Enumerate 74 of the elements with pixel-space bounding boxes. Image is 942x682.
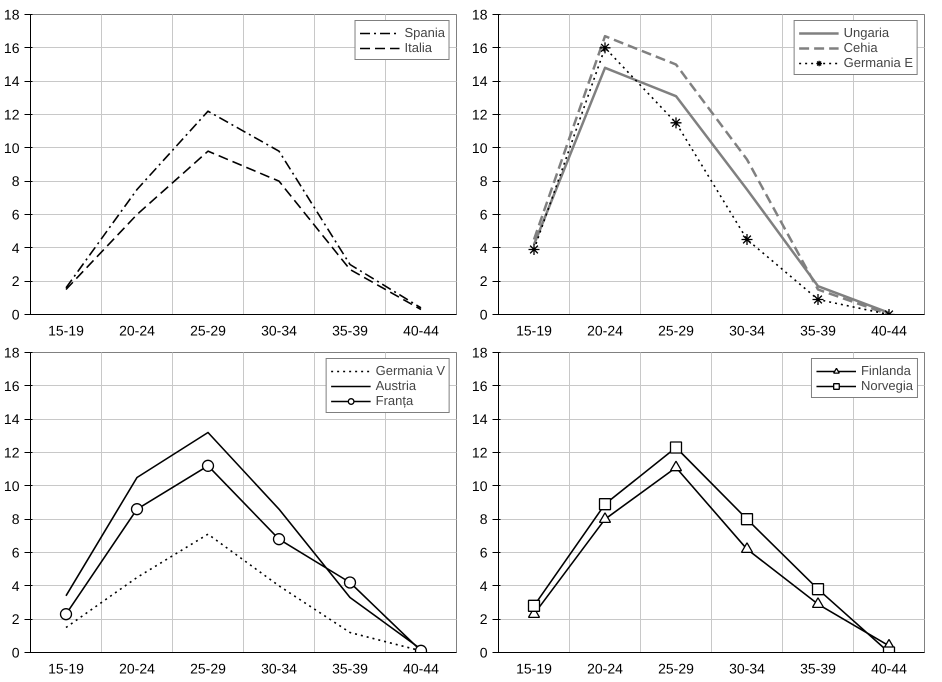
y-tick-label: 18 [472,6,488,22]
legend-label: Germania V [376,363,445,378]
x-tick-label: 35-39 [332,660,368,676]
y-tick-label: 2 [480,611,488,628]
x-tick-label: 20-24 [587,660,624,676]
y-tick-label: 12 [472,106,488,122]
x-tick-label: 15-19 [516,660,552,676]
x-tick-label: 25-29 [190,322,226,338]
x-tick-label: 35-39 [800,660,836,676]
legend-label: Austria [376,378,416,393]
y-tick-label: 4 [480,578,488,594]
y-tick-label: 10 [472,478,488,494]
y-tick-label: 10 [4,140,20,156]
y-tick-label: 10 [472,140,488,156]
x-tick-label: 30-34 [261,660,298,676]
y-tick-label: 10 [4,478,20,494]
y-tick-label: 6 [480,544,488,560]
y-tick-label: 6 [12,206,20,222]
y-tick-label: 16 [472,40,488,56]
legend-label: Cehia [844,40,878,55]
x-tick-label: 40-44 [871,322,908,338]
y-tick-label: 2 [480,273,488,290]
y-tick-label: 2 [12,273,20,290]
legend-label: Germania E [844,55,913,70]
y-tick-label: 16 [4,378,20,394]
y-tick-label: 0 [12,306,20,322]
legend-label: Norvegia [860,378,913,393]
y-tick-label: 18 [4,344,20,360]
y-tick-label: 14 [472,411,488,428]
y-tick-label: 12 [4,106,20,122]
x-tick-label: 20-24 [119,660,156,676]
x-tick-label: 40-44 [871,660,908,676]
y-tick-label: 0 [480,306,488,322]
y-tick-label: 8 [480,173,488,190]
y-tick-label: 2 [12,611,20,628]
x-tick-label: 35-39 [332,322,368,338]
y-tick-label: 0 [12,644,20,660]
legend-label: Franța [376,393,414,408]
x-tick-label: 30-34 [729,322,766,338]
y-tick-label: 16 [4,40,20,56]
x-tick-label: 35-39 [800,322,836,338]
y-tick-label: 12 [472,444,488,460]
y-tick-label: 14 [472,73,488,90]
y-tick-label: 4 [12,240,20,256]
x-tick-label: 25-29 [658,322,694,338]
legend-label: Spania [404,25,445,40]
x-tick-label: 15-19 [48,660,84,676]
y-tick-label: 8 [12,511,20,528]
x-tick-label: 15-19 [48,322,84,338]
y-tick-label: 4 [12,578,20,594]
x-tick-label: 30-34 [261,322,298,338]
x-tick-label: 30-34 [729,660,766,676]
y-tick-label: 8 [12,173,20,190]
y-tick-label: 12 [4,444,20,460]
x-tick-label: 15-19 [516,322,552,338]
y-tick-label: 4 [480,240,488,256]
legend-label: Ungaria [844,25,890,40]
x-tick-label: 20-24 [119,322,156,338]
x-tick-label: 25-29 [658,660,694,676]
x-tick-label: 25-29 [190,660,226,676]
y-tick-label: 14 [4,73,20,90]
x-tick-label: 40-44 [403,322,440,338]
y-tick-label: 6 [12,544,20,560]
y-tick-label: 0 [480,644,488,660]
y-tick-label: 8 [480,511,488,528]
y-tick-label: 16 [472,378,488,394]
legend-label: Italia [404,40,432,55]
y-tick-label: 14 [4,411,20,428]
y-tick-label: 6 [480,206,488,222]
x-tick-label: 20-24 [587,322,624,338]
x-tick-label: 40-44 [403,660,440,676]
y-tick-label: 18 [472,344,488,360]
y-tick-label: 18 [4,6,20,22]
legend-label: Finlanda [860,363,911,378]
